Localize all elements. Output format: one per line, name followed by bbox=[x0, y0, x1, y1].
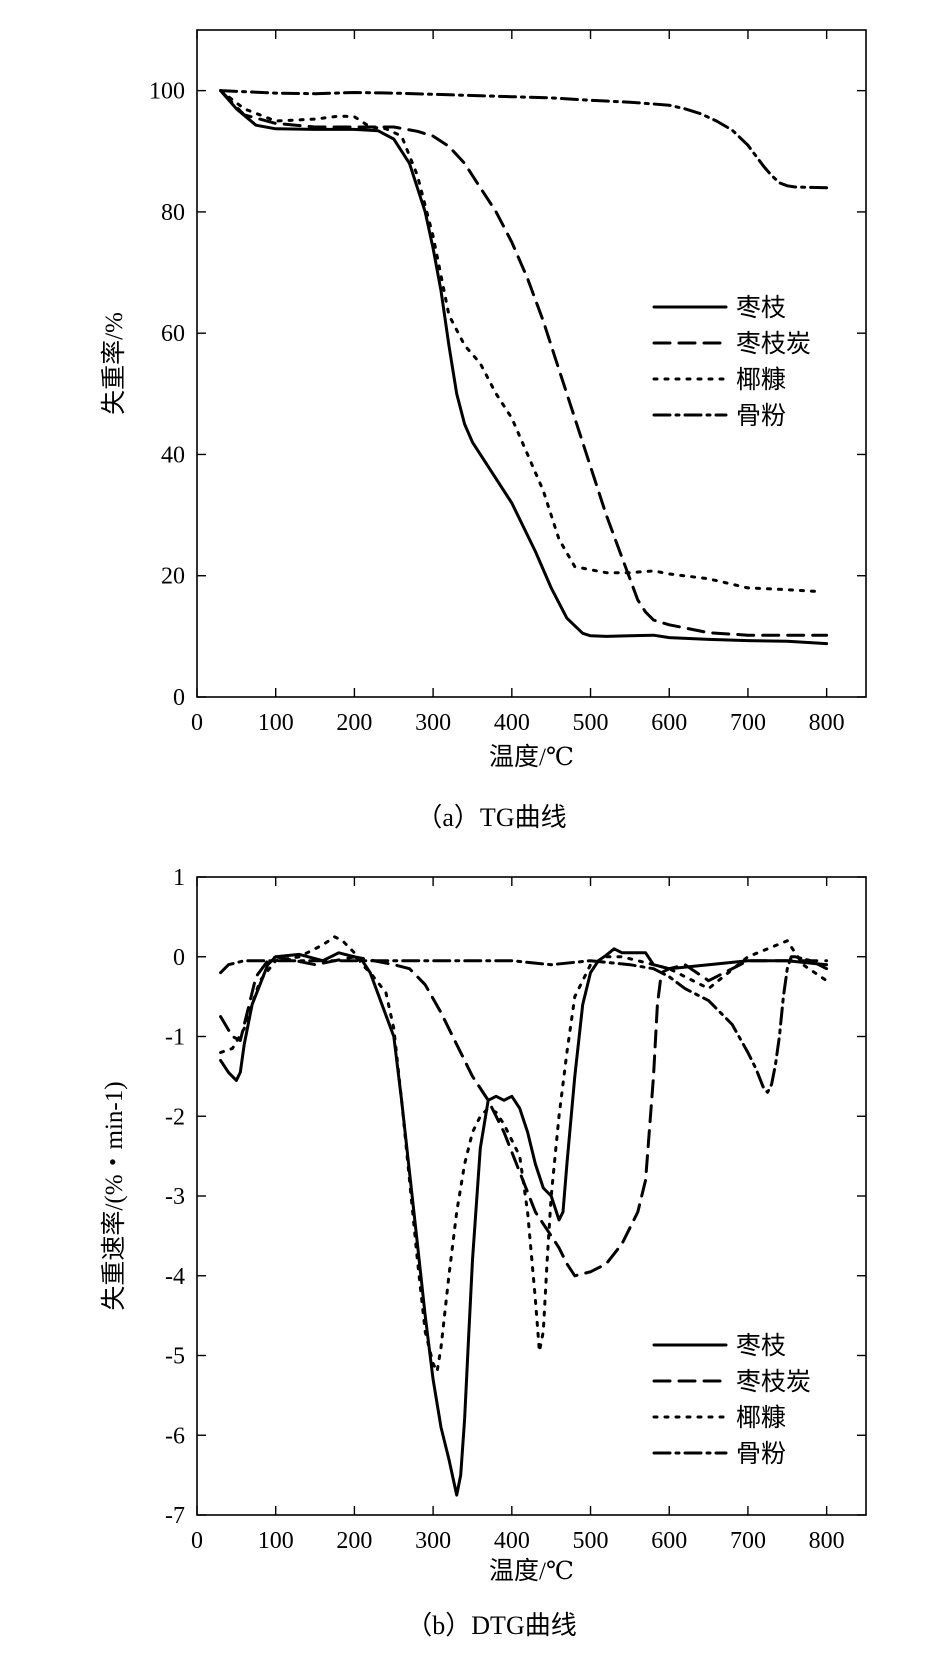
x-tick-label: 300 bbox=[415, 710, 451, 736]
x-tick-label: 500 bbox=[573, 710, 609, 736]
series-line-3 bbox=[219, 935, 829, 1373]
legend-label: 骨粉 bbox=[736, 1440, 786, 1468]
series-line-2 bbox=[219, 89, 829, 637]
y-tick-label: -7 bbox=[165, 1503, 185, 1529]
figure-caption: （b）DTG曲线 bbox=[406, 1611, 576, 1640]
figure-caption: （a）TG曲线 bbox=[416, 803, 566, 832]
x-tick-label: 200 bbox=[336, 710, 372, 736]
x-axis-label: 温度/℃ bbox=[489, 743, 574, 771]
y-tick-label: 60 bbox=[161, 321, 185, 347]
legend-label: 枣枝炭 bbox=[736, 1368, 811, 1396]
x-tick-label: 0 bbox=[191, 710, 203, 736]
y-tick-label: -6 bbox=[165, 1423, 185, 1449]
legend-label: 枣枝炭 bbox=[736, 330, 811, 358]
y-tick-label: -4 bbox=[165, 1264, 185, 1290]
legend-label: 枣枝 bbox=[736, 294, 786, 322]
series-line-3 bbox=[219, 89, 821, 593]
x-axis-label: 温度/℃ bbox=[489, 1557, 574, 1585]
y-tick-label: 20 bbox=[161, 564, 185, 590]
y-tick-label: 40 bbox=[161, 442, 185, 468]
x-tick-label: 100 bbox=[258, 710, 294, 736]
y-tick-label: 100 bbox=[149, 79, 185, 105]
y-tick-label: -5 bbox=[165, 1344, 185, 1370]
x-tick-label: 200 bbox=[336, 1528, 372, 1554]
y-tick-label: 0 bbox=[173, 685, 185, 711]
y-axis-label: 失重率/% bbox=[100, 312, 128, 415]
x-tick-label: 400 bbox=[494, 710, 530, 736]
chart-panel-dtg: 0 100 200 300 400 500 600 700 800 1 0 -1 -2 -3 -4 -5 -6 -… bbox=[100, 865, 867, 1640]
legend-label: 椰糠 bbox=[736, 1404, 786, 1432]
y-tick-label: -3 bbox=[165, 1184, 185, 1210]
y-tick-label: 0 bbox=[173, 945, 185, 971]
x-tick-label: 600 bbox=[651, 1528, 687, 1554]
x-tick-label: 300 bbox=[415, 1528, 451, 1554]
legend-label: 枣枝 bbox=[736, 1332, 786, 1360]
x-tick-label: 0 bbox=[191, 1528, 203, 1554]
x-tick-label: 500 bbox=[573, 1528, 609, 1554]
x-tick-label: 600 bbox=[651, 710, 687, 736]
chart-panel-tg: 0 100 200 300 400 500 600 700 800 0 20 40 60 80 100 温度/… bbox=[100, 29, 867, 832]
y-tick-label: 80 bbox=[161, 200, 185, 226]
y-tick-label: -1 bbox=[165, 1025, 185, 1051]
legend-label: 椰糠 bbox=[736, 366, 786, 394]
x-tick-label: 700 bbox=[730, 710, 766, 736]
series-line-4 bbox=[219, 955, 829, 1094]
series-line-4 bbox=[219, 89, 829, 190]
plot-frame bbox=[196, 29, 867, 698]
y-tick-label: -2 bbox=[165, 1104, 185, 1130]
series-line-1 bbox=[219, 89, 829, 646]
x-tick-label: 400 bbox=[494, 1528, 530, 1554]
x-tick-label: 800 bbox=[809, 1528, 845, 1554]
y-tick-label: 1 bbox=[173, 865, 185, 891]
y-axis-label: 失重速率/(%・min-1) bbox=[100, 1081, 128, 1310]
x-tick-label: 100 bbox=[258, 1528, 294, 1554]
x-tick-label: 800 bbox=[809, 710, 845, 736]
x-tick-label: 700 bbox=[730, 1528, 766, 1554]
legend-label: 骨粉 bbox=[736, 402, 786, 430]
